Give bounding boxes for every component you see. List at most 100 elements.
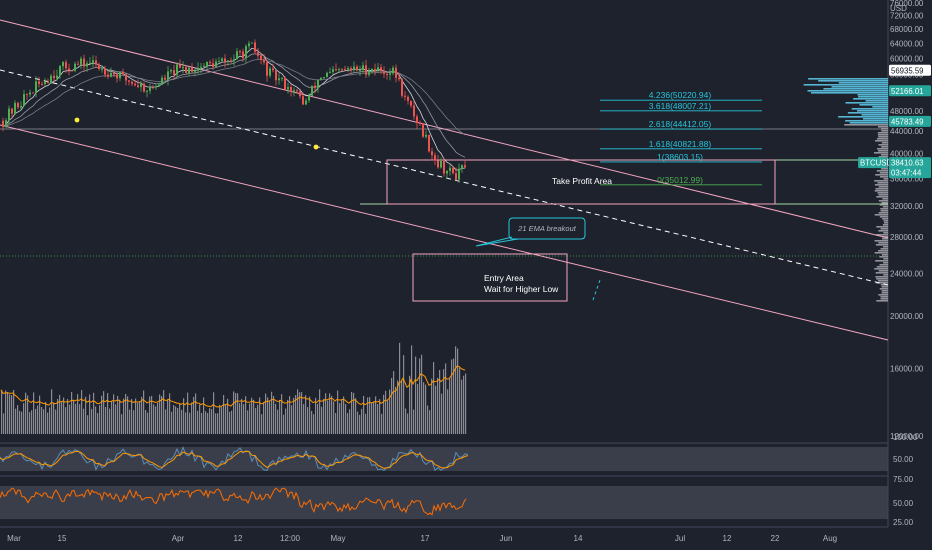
volume-profile-bar [875,140,888,142]
volume-profile-bar [881,154,888,156]
volume-bar [397,380,399,434]
volume-bar [411,345,413,434]
signal-marker-1 [74,117,80,123]
volume-bar [231,410,233,434]
volume-bar [227,398,229,434]
candle-body [371,69,373,73]
volume-bar [453,358,455,434]
volume-bar [99,405,101,434]
candle-body [338,69,340,71]
volume-bar [49,407,51,434]
take-profit-box[interactable] [386,159,776,205]
price-tick-label: 12000.00 [890,432,924,441]
volume-profile-bar [875,174,888,176]
candle-body [335,69,337,71]
volume-bar [367,397,369,434]
candle-body [80,58,82,65]
fib-extension[interactable]: 4.236(50220.94)3.618(48007.21) 2.618(4441… [600,90,762,186]
volume-bar [263,402,265,434]
candle-body [167,71,169,80]
candle-body [92,60,94,63]
volume-bar [393,371,395,434]
volume-profile-bar [882,238,888,240]
volume-bar [355,398,357,434]
volume-bar [5,390,7,434]
volume-bar [439,369,441,434]
candle-body [32,92,34,94]
volume-profile-bar [845,120,888,122]
oscillator-tick-label: 50.00 [893,499,914,508]
volume-bar [311,410,313,434]
candle-body [5,120,7,127]
entry-area-box[interactable] [412,253,568,302]
volume-bar [255,407,257,434]
channel-upper-line [0,19,889,239]
price-label-text: 45783.49 [891,117,924,126]
volume-bar [283,414,285,434]
candle-body [434,155,436,161]
volume-profile-bar [875,234,888,236]
rsi-line [0,487,467,516]
volume-bar [153,404,155,434]
volume-profile-bar [874,180,888,182]
candle-body [74,63,76,71]
candle-body [218,61,220,63]
volume-bar [465,373,467,434]
volume-bar [161,395,163,434]
volume-profile-bar [872,106,888,108]
volume-profile-bar [862,118,888,120]
price-label-box [889,85,931,97]
candle-body [419,123,421,125]
candle-body [236,51,238,60]
volume-profile-bar [878,144,888,146]
candle-body [110,72,112,77]
volume-bar [305,395,307,434]
volume-bar [343,396,345,434]
candle-body [422,123,424,137]
volume-profile-bar [859,104,888,106]
candle-body [107,74,109,77]
volume-profile-bar [803,84,888,86]
volume-profile-bar [831,86,888,88]
volume-profile-bar [881,292,888,294]
volume-bar [385,390,387,434]
candle-body [149,87,151,91]
candle-body [173,70,175,75]
channel-lower-line [0,124,889,341]
volume-profile-bar [879,288,888,290]
time-tick-label: 17 [421,534,430,543]
volume-bar [183,398,185,434]
volume-profile-bar [877,132,888,134]
volume-profile-bar [858,96,888,98]
volume-profile-bar [874,152,888,154]
volume-profile-bar [879,256,888,258]
volume-bar [449,377,451,434]
volume-bar [143,390,145,434]
candle-body [170,70,172,72]
candle-body [191,67,193,72]
price-label-box [889,115,931,127]
candle-body [242,51,244,59]
volume-bar [399,342,401,434]
candle-body [299,91,301,97]
candle-body [317,79,319,89]
volume-bar [117,395,119,434]
candle-body [194,70,196,72]
volume-bar [335,413,337,434]
price-tick-label: 76000.00 [890,0,924,8]
volume-bar [437,377,439,434]
candle-body [155,86,157,88]
volume-profile-bar [878,230,888,232]
volume-bar [165,409,167,434]
candle-body [431,151,433,156]
volume-bar [107,393,109,434]
candle-body [263,59,265,63]
ema-callout-bubble[interactable] [508,217,586,240]
volume-bar [39,395,41,434]
candle-body [113,72,115,75]
volume-profile-bar [878,200,888,202]
volume-bar [119,399,121,434]
volume-bar [239,403,241,434]
volume-profile-bar [878,194,888,196]
